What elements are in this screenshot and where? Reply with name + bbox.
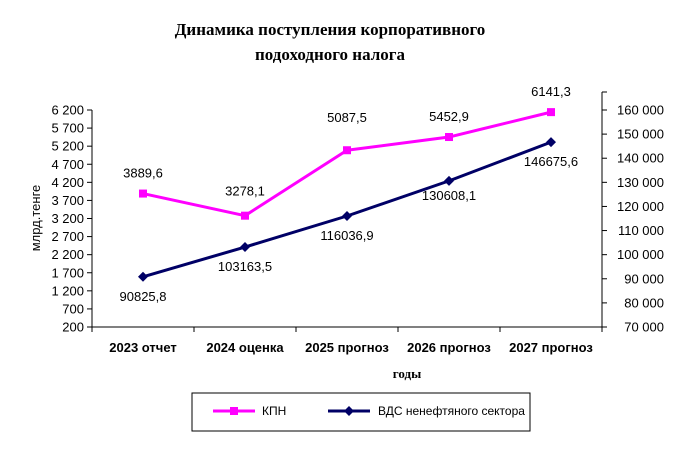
legend-label-kpn: КПН [262, 404, 286, 418]
data-label: 130608,1 [422, 188, 476, 203]
right-tick-label: 90 000 [624, 271, 664, 286]
series-0-point [343, 146, 351, 155]
data-label: 103163,5 [218, 259, 272, 274]
right-tick-label: 70 000 [624, 320, 664, 335]
x-tick-label: 2026 прогноз [407, 340, 491, 355]
series-line-1 [142, 140, 552, 279]
left-tick-label: 4 700 [51, 157, 84, 172]
left-tick-label: 4 200 [51, 175, 84, 190]
series-1-point [138, 271, 148, 282]
x-tick-label: 2025 прогноз [305, 340, 389, 355]
data-label: 3278,1 [225, 184, 265, 199]
x-tick-label: 2024 оценка [206, 340, 284, 355]
right-tick-label: 100 000 [617, 247, 664, 262]
series-1-point [240, 242, 250, 253]
left-tick-label: 3 700 [51, 193, 84, 208]
right-tick-label: 130 000 [617, 175, 664, 190]
data-label: 5087,5 [327, 110, 367, 125]
data-label: 116036,9 [320, 228, 373, 243]
left-tick-label: 5 200 [51, 139, 84, 154]
left-tick-label: 5 700 [51, 121, 84, 136]
right-tick-label: 80 000 [624, 295, 664, 310]
right-tick-label: 160 000 [617, 103, 664, 118]
data-label: 146675,6 [524, 154, 578, 169]
series-1-point [444, 175, 454, 186]
right-tick-label: 120 000 [617, 199, 664, 214]
y-axis-title: млрд.тенге [28, 185, 43, 252]
right-tick-label: 110 000 [618, 223, 664, 238]
data-label: 5452,9 [429, 109, 469, 124]
series-0-point [139, 189, 147, 198]
chart-title-line2: подоходного налога [255, 45, 405, 64]
chart-title-line1: Динамика поступления корпоративного [175, 20, 486, 39]
data-label: 90825,8 [120, 289, 167, 304]
x-tick-label: 2023 отчет [109, 340, 177, 355]
legend-marker-vds [344, 406, 354, 416]
left-tick-label: 6 200 [51, 103, 84, 118]
x-tick-label: 2027 прогноз [509, 340, 593, 355]
series-1-point [342, 210, 352, 221]
series-0-point [445, 133, 453, 142]
left-tick-label: 1 200 [51, 283, 84, 298]
legend: КПН ВДС ненефтяного сектора [191, 392, 531, 432]
data-label: 6141,3 [531, 84, 571, 99]
legend-label-vds: ВДС ненефтяного сектора [378, 404, 525, 418]
x-axis-title: годы [393, 366, 421, 381]
left-tick-label: 2 200 [51, 247, 84, 262]
legend-marker-kpn [230, 407, 238, 415]
series-0-point [547, 108, 555, 117]
right-tick-label: 150 000 [617, 127, 664, 142]
series-0-point [241, 211, 249, 220]
left-tick-label: 700 [62, 301, 84, 316]
left-tick-label: 3 200 [51, 211, 84, 226]
left-tick-label: 2 700 [51, 229, 84, 244]
left-tick-label: 1 700 [51, 265, 84, 280]
series-1-point [546, 137, 556, 148]
right-tick-label: 140 000 [617, 151, 664, 166]
left-tick-label: 200 [62, 320, 84, 335]
data-label: 3889,6 [123, 166, 163, 181]
